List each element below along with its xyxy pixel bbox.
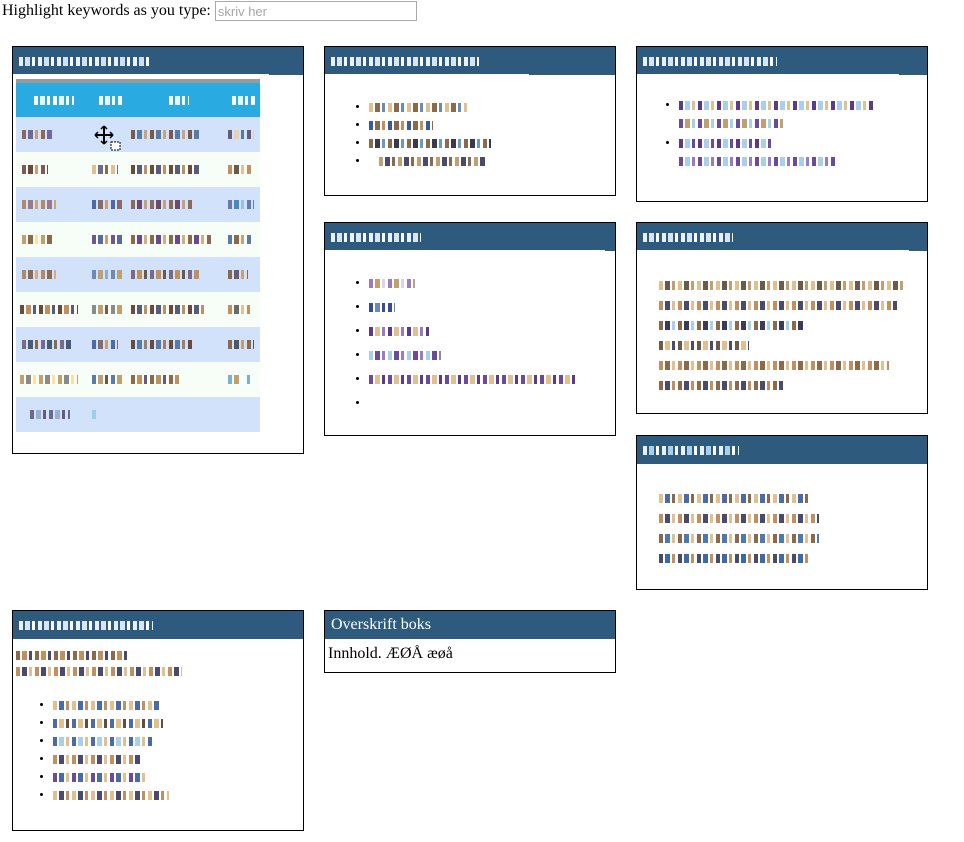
text-box-2-body [637,464,927,568]
list-item [53,695,303,713]
move-cursor-icon [94,125,121,151]
table-row [16,292,260,327]
table-box [12,46,304,454]
list-3 [13,695,303,803]
highlight-search-input[interactable] [214,1,417,21]
table-row [16,152,260,187]
list-item [369,151,615,169]
list-item [369,297,615,321]
list-item [369,115,615,133]
table-row [16,257,260,292]
list-box-3-title [13,611,303,639]
headline-box-title: Overskrift boks [325,611,615,639]
list-item [369,345,615,369]
list-item [369,393,615,417]
list-item [53,731,303,749]
list-item [53,713,303,731]
list-1 [325,97,615,169]
headline-box-content: Innhold. ÆØÅ æøå [328,645,453,662]
list-item [369,369,615,393]
links-box-1 [636,46,928,202]
list-item [53,785,303,803]
text-box-1-body [637,251,927,395]
table-row [16,327,260,362]
highlight-bar: Highlight keywords as you type: [2,0,417,22]
link-item[interactable] [679,95,927,133]
highlight-label: Highlight keywords as you type: [2,2,211,19]
list-box-1 [324,46,616,196]
table-row [16,187,260,222]
table-row [16,362,260,397]
data-table [16,79,260,432]
list-box-1-title [325,47,615,76]
headline-box: Overskrift boks Innhold. ÆØÅ æøå [324,610,616,673]
text-box-1 [636,222,928,414]
list-item [53,749,303,767]
list-item [53,767,303,785]
text-box-2 [636,435,928,590]
table-row [16,397,260,432]
list-2 [325,273,615,417]
list-item [369,97,615,115]
list-box-2-title [325,223,615,252]
table-box-title [13,47,303,76]
list-box-3-intro [13,639,303,679]
list-box-3 [12,610,304,831]
table-row [16,117,260,152]
text-box-1-title [637,223,927,252]
list-item [369,321,615,345]
list-item [369,273,615,297]
blurred-title [19,56,151,66]
table-header-row [16,83,260,117]
link-item[interactable] [679,133,927,169]
links-box-1-title [637,47,927,76]
list-item [369,133,615,151]
list-box-2 [324,222,616,436]
text-box-2-title [637,436,927,464]
links-list-1 [637,95,927,169]
table-row [16,222,260,257]
